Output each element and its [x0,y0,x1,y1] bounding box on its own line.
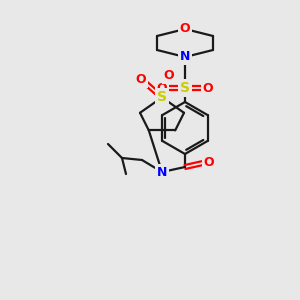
Text: O: O [157,82,167,94]
Text: N: N [180,50,190,64]
Text: O: O [164,69,174,82]
Text: O: O [136,73,146,86]
Text: O: O [204,157,214,169]
Text: O: O [180,22,190,35]
Text: O: O [203,82,213,94]
Text: S: S [157,90,167,104]
Text: N: N [157,166,167,178]
Text: S: S [180,81,190,95]
